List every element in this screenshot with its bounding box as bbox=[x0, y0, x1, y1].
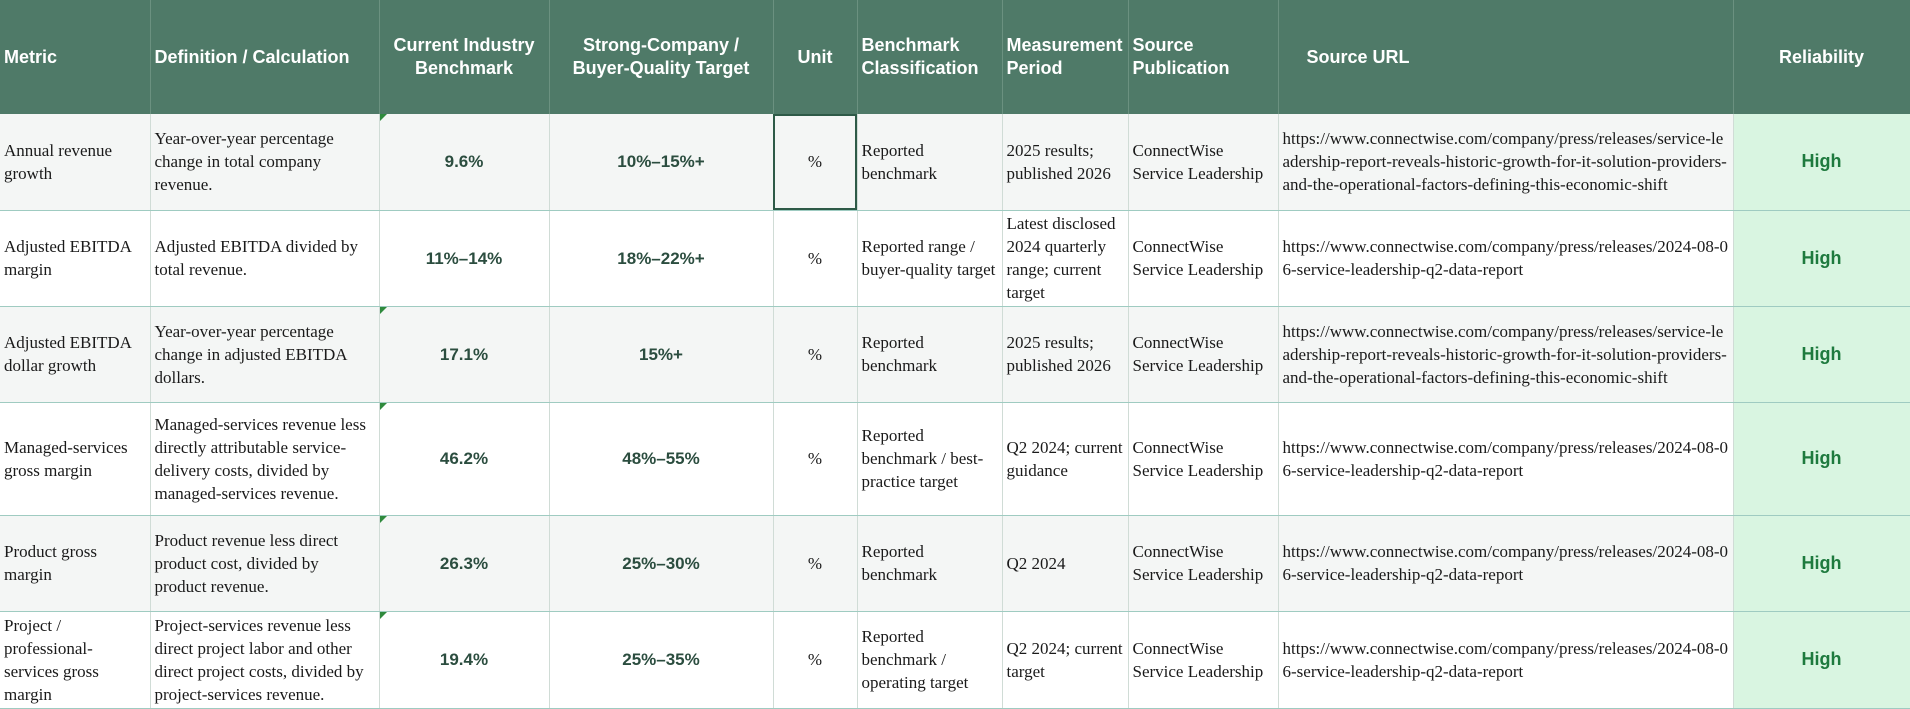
cell-benchmark-value: 19.4% bbox=[439, 650, 489, 669]
cell-unit[interactable]: % bbox=[773, 515, 858, 612]
cell-reliability[interactable]: High bbox=[1733, 611, 1910, 709]
cell-benchmark[interactable]: 19.4% bbox=[379, 611, 550, 709]
header-reliability[interactable]: Reliability bbox=[1733, 0, 1910, 114]
cell-period[interactable]: 2025 results; published 2026 bbox=[1002, 114, 1129, 211]
header-row: Metric Definition / Calculation Current … bbox=[0, 0, 1910, 114]
comment-indicator-icon bbox=[379, 611, 387, 619]
cell-period[interactable]: 2025 results; published 2026 bbox=[1002, 306, 1129, 403]
cell-source[interactable]: ConnectWise Service Leadership bbox=[1128, 515, 1279, 612]
cell-benchmark[interactable]: 9.6% bbox=[379, 114, 550, 211]
header-unit[interactable]: Unit bbox=[773, 0, 858, 114]
cell-period[interactable]: Latest disclosed 2024 quarterly range; c… bbox=[1002, 210, 1129, 307]
cell-source[interactable]: ConnectWise Service Leadership bbox=[1128, 210, 1279, 307]
cell-target[interactable]: 25%–30% bbox=[549, 515, 774, 612]
header-target[interactable]: Strong-Company / Buyer-Quality Target bbox=[549, 0, 774, 114]
table-row: Product gross margin Product revenue les… bbox=[0, 515, 1910, 612]
cell-source[interactable]: ConnectWise Service Leadership bbox=[1128, 611, 1279, 709]
cell-target[interactable]: 25%–35% bbox=[549, 611, 774, 709]
cell-target[interactable]: 18%–22%+ bbox=[549, 210, 774, 307]
cell-classification[interactable]: Reported benchmark bbox=[857, 114, 1003, 211]
cell-unit-selected[interactable]: % bbox=[773, 114, 858, 211]
cell-benchmark[interactable]: 11%–14% bbox=[379, 210, 550, 307]
cell-url[interactable]: https://www.connectwise.com/company/pres… bbox=[1278, 611, 1734, 709]
comment-indicator-icon bbox=[379, 515, 387, 523]
cell-period[interactable]: Q2 2024 bbox=[1002, 515, 1129, 612]
cell-url[interactable]: https://www.connectwise.com/company/pres… bbox=[1278, 210, 1734, 307]
cell-definition[interactable]: Year-over-year percentage change in tota… bbox=[150, 114, 380, 211]
cell-url[interactable]: https://www.connectwise.com/company/pres… bbox=[1278, 515, 1734, 612]
header-period[interactable]: Measurement Period bbox=[1002, 0, 1129, 114]
cell-url[interactable]: https://www.connectwise.com/company/pres… bbox=[1278, 114, 1734, 211]
comment-indicator-icon bbox=[379, 306, 387, 314]
cell-benchmark[interactable]: 46.2% bbox=[379, 402, 550, 516]
cell-target[interactable]: 48%–55% bbox=[549, 402, 774, 516]
cell-benchmark-value: 9.6% bbox=[444, 152, 484, 172]
comment-indicator-icon bbox=[379, 402, 387, 410]
cell-reliability[interactable]: High bbox=[1733, 402, 1910, 516]
table-row: Adjusted EBITDA dollar growth Year-over-… bbox=[0, 306, 1910, 403]
cell-reliability[interactable]: High bbox=[1733, 114, 1910, 211]
cell-metric[interactable]: Product gross margin bbox=[0, 515, 151, 612]
cell-reliability[interactable]: High bbox=[1733, 515, 1910, 612]
header-benchmark[interactable]: Current Industry Benchmark bbox=[379, 0, 550, 114]
cell-metric[interactable]: Project / professional-services gross ma… bbox=[0, 611, 151, 709]
header-url[interactable]: Source URL bbox=[1278, 0, 1734, 114]
cell-metric[interactable]: Adjusted EBITDA dollar growth bbox=[0, 306, 151, 403]
cell-unit[interactable]: % bbox=[773, 402, 858, 516]
cell-period[interactable]: Q2 2024; current target bbox=[1002, 611, 1129, 709]
cell-benchmark[interactable]: 17.1% bbox=[379, 306, 550, 403]
table-row: Annual revenue growth Year-over-year per… bbox=[0, 114, 1910, 211]
cell-classification[interactable]: Reported range / buyer-quality target bbox=[857, 210, 1003, 307]
comment-indicator-icon bbox=[379, 114, 387, 121]
cell-unit[interactable]: % bbox=[773, 210, 858, 307]
cell-source[interactable]: ConnectWise Service Leadership bbox=[1128, 114, 1279, 211]
cell-unit[interactable]: % bbox=[773, 611, 858, 709]
header-classification[interactable]: Benchmark Classification bbox=[857, 0, 1003, 114]
cell-url[interactable]: https://www.connectwise.com/company/pres… bbox=[1278, 402, 1734, 516]
table-row: Project / professional-services gross ma… bbox=[0, 611, 1910, 709]
cell-classification[interactable]: Reported benchmark bbox=[857, 515, 1003, 612]
cell-definition[interactable]: Year-over-year percentage change in adju… bbox=[150, 306, 380, 403]
cell-source[interactable]: ConnectWise Service Leadership bbox=[1128, 402, 1279, 516]
cell-target[interactable]: 10%–15%+ bbox=[549, 114, 774, 211]
cell-classification[interactable]: Reported benchmark / best-practice targe… bbox=[857, 402, 1003, 516]
cell-unit[interactable]: % bbox=[773, 306, 858, 403]
header-source[interactable]: Source Publication bbox=[1128, 0, 1279, 114]
table-row: Managed-services gross margin Managed-se… bbox=[0, 402, 1910, 516]
cell-url[interactable]: https://www.connectwise.com/company/pres… bbox=[1278, 306, 1734, 403]
cell-benchmark-value: 26.3% bbox=[439, 553, 489, 573]
cell-metric[interactable]: Managed-services gross margin bbox=[0, 402, 151, 516]
cell-target[interactable]: 15%+ bbox=[549, 306, 774, 403]
cell-definition[interactable]: Project-services revenue less direct pro… bbox=[150, 611, 380, 709]
cell-source[interactable]: ConnectWise Service Leadership bbox=[1128, 306, 1279, 403]
cell-metric[interactable]: Annual revenue growth bbox=[0, 114, 151, 211]
cell-reliability[interactable]: High bbox=[1733, 210, 1910, 307]
cell-period[interactable]: Q2 2024; current guidance bbox=[1002, 402, 1129, 516]
cell-definition[interactable]: Adjusted EBITDA divided by total revenue… bbox=[150, 210, 380, 307]
cell-metric[interactable]: Adjusted EBITDA margin bbox=[0, 210, 151, 307]
header-definition[interactable]: Definition / Calculation bbox=[150, 0, 380, 114]
cell-benchmark-value: 17.1% bbox=[439, 344, 489, 364]
cell-definition[interactable]: Product revenue less direct product cost… bbox=[150, 515, 380, 612]
cell-benchmark[interactable]: 26.3% bbox=[379, 515, 550, 612]
cell-definition[interactable]: Managed-services revenue less directly a… bbox=[150, 402, 380, 516]
header-metric[interactable]: Metric bbox=[0, 0, 151, 114]
table-row: Adjusted EBITDA margin Adjusted EBITDA d… bbox=[0, 210, 1910, 307]
cell-classification[interactable]: Reported benchmark bbox=[857, 306, 1003, 403]
cell-classification[interactable]: Reported benchmark / operating target bbox=[857, 611, 1003, 709]
cell-reliability[interactable]: High bbox=[1733, 306, 1910, 403]
cell-benchmark-value: 46.2% bbox=[439, 449, 489, 468]
